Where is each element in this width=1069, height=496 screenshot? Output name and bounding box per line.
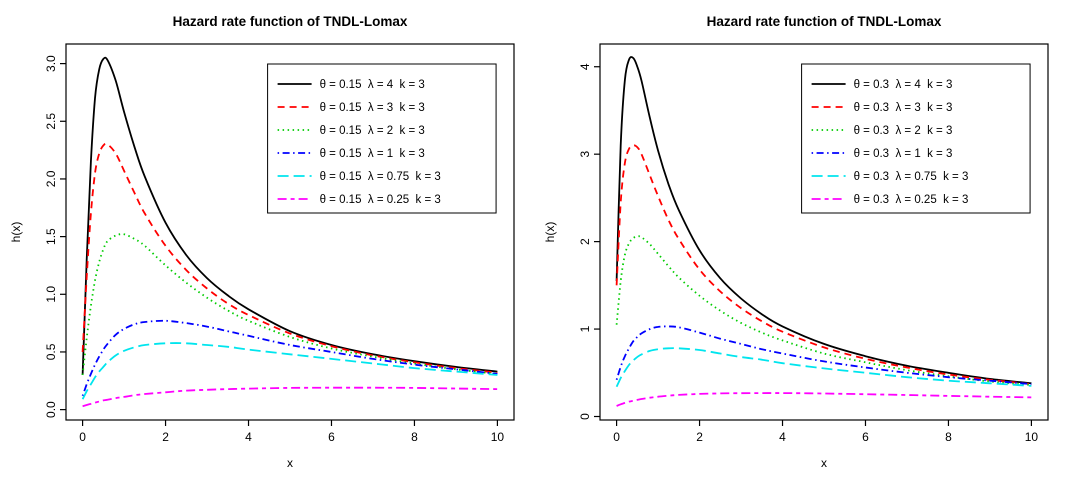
- y-tick-label: 0.0: [44, 401, 58, 418]
- legend-label-1: θ = 0.15 λ = 3 k = 3: [320, 102, 425, 114]
- series-line-4: [615, 347, 1032, 388]
- chart-title: Hazard rate function of TNDL-Lomax: [707, 14, 942, 29]
- legend-label-5: θ = 0.3 λ = 0.25 k = 3: [854, 194, 969, 206]
- y-tick-label: 2.0: [44, 170, 58, 187]
- plot-box: [65, 43, 515, 421]
- legend-label-2: θ = 0.3 λ = 2 k = 3: [854, 125, 953, 137]
- y-axis-label: h(x): [543, 222, 557, 243]
- y-axis-label: h(x): [9, 222, 23, 243]
- y-tick-label: 2.5: [44, 113, 58, 130]
- legend-label-2: θ = 0.15 λ = 2 k = 3: [320, 125, 425, 137]
- legend-box: [267, 63, 497, 214]
- series-line-3: [81, 319, 498, 397]
- x-tick-label: 4: [245, 430, 252, 444]
- x-tick-label: 6: [328, 430, 335, 444]
- series-line-2: [81, 233, 498, 376]
- legend-label-4: θ = 0.15 λ = 0.75 k = 3: [320, 171, 441, 183]
- chart-title: Hazard rate function of TNDL-Lomax: [173, 14, 408, 29]
- x-tick-label: 2: [696, 430, 703, 444]
- legend-label-4: θ = 0.3 λ = 0.75 k = 3: [854, 171, 969, 183]
- series-line-5: [616, 392, 1032, 407]
- series-line-1: [615, 144, 1032, 385]
- legend-label-5: θ = 0.15 λ = 0.25 k = 3: [320, 194, 441, 206]
- y-tick-label: 1.0: [44, 286, 58, 303]
- plot-box: [599, 43, 1049, 421]
- legend-label-3: θ = 0.15 λ = 1 k = 3: [320, 148, 425, 160]
- x-tick-label: 10: [1025, 430, 1039, 444]
- y-tick-label: 2: [578, 238, 592, 245]
- x-tick-label: 8: [411, 430, 418, 444]
- legend-label-3: θ = 0.3 λ = 1 k = 3: [854, 148, 953, 160]
- y-tick-label: 3: [578, 151, 592, 158]
- series-line-2: [615, 235, 1032, 386]
- legend-box: [801, 63, 1031, 214]
- y-tick-label: 0: [578, 413, 592, 420]
- x-axis-label: x: [821, 456, 827, 470]
- legend-label-0: θ = 0.3 λ = 4 k = 3: [854, 79, 953, 91]
- x-tick-label: 0: [79, 430, 86, 444]
- hazard-chart-theta-0-3: Hazard rate function of TNDL-Lomax 0 2 4 6 8 1…: [543, 14, 1049, 470]
- y-tick-label: 1: [578, 325, 592, 332]
- y-tick-label: 1.5: [44, 228, 58, 245]
- x-tick-label: 10: [491, 430, 505, 444]
- x-tick-label: 8: [945, 430, 952, 444]
- legend-label-0: θ = 0.15 λ = 4 k = 3: [320, 79, 425, 91]
- series-line-4: [81, 342, 498, 400]
- x-tick-label: 2: [162, 430, 169, 444]
- y-tick-label: 0.5: [44, 343, 58, 360]
- series-line-3: [615, 325, 1032, 385]
- x-tick-label: 6: [862, 430, 869, 444]
- legend-label-1: θ = 0.3 λ = 3 k = 3: [854, 102, 953, 114]
- y-tick-label: 4: [578, 63, 592, 70]
- series-line-0: [615, 56, 1032, 385]
- hazard-chart-theta-0-15: Hazard rate function of TNDL-Lomax 0 2 4 6 8 1…: [9, 14, 515, 470]
- x-tick-label: 0: [613, 430, 620, 444]
- series-line-5: [82, 386, 498, 408]
- y-tick-label: 3.0: [44, 55, 58, 72]
- series-line-0: [81, 56, 498, 376]
- x-tick-label: 4: [779, 430, 786, 444]
- x-axis-label: x: [287, 456, 293, 470]
